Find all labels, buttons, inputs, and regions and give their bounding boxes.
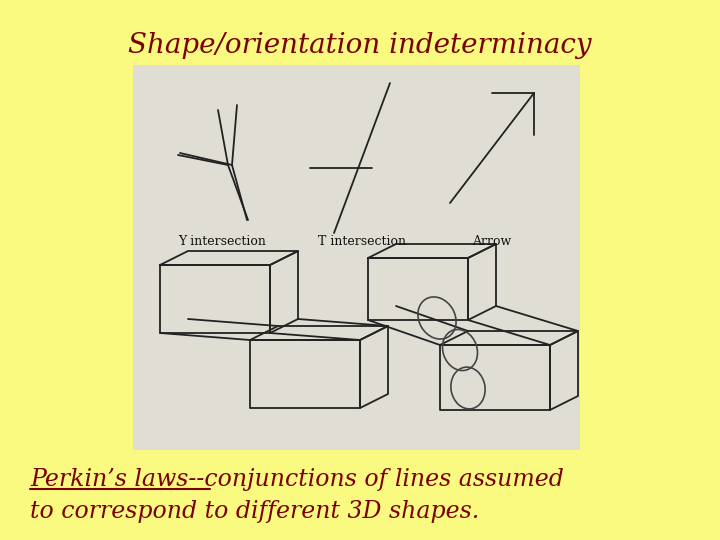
Text: T intersection: T intersection <box>318 235 406 248</box>
Bar <box>133 65 580 450</box>
Text: Perkin’s laws--conjunctions of lines assumed: Perkin’s laws--conjunctions of lines ass… <box>30 468 564 491</box>
Text: Y intersection: Y intersection <box>178 235 266 248</box>
Text: to correspond to different 3D shapes.: to correspond to different 3D shapes. <box>30 500 480 523</box>
Text: Arrow: Arrow <box>472 235 512 248</box>
Text: Shape/orientation indeterminacy: Shape/orientation indeterminacy <box>128 32 592 59</box>
